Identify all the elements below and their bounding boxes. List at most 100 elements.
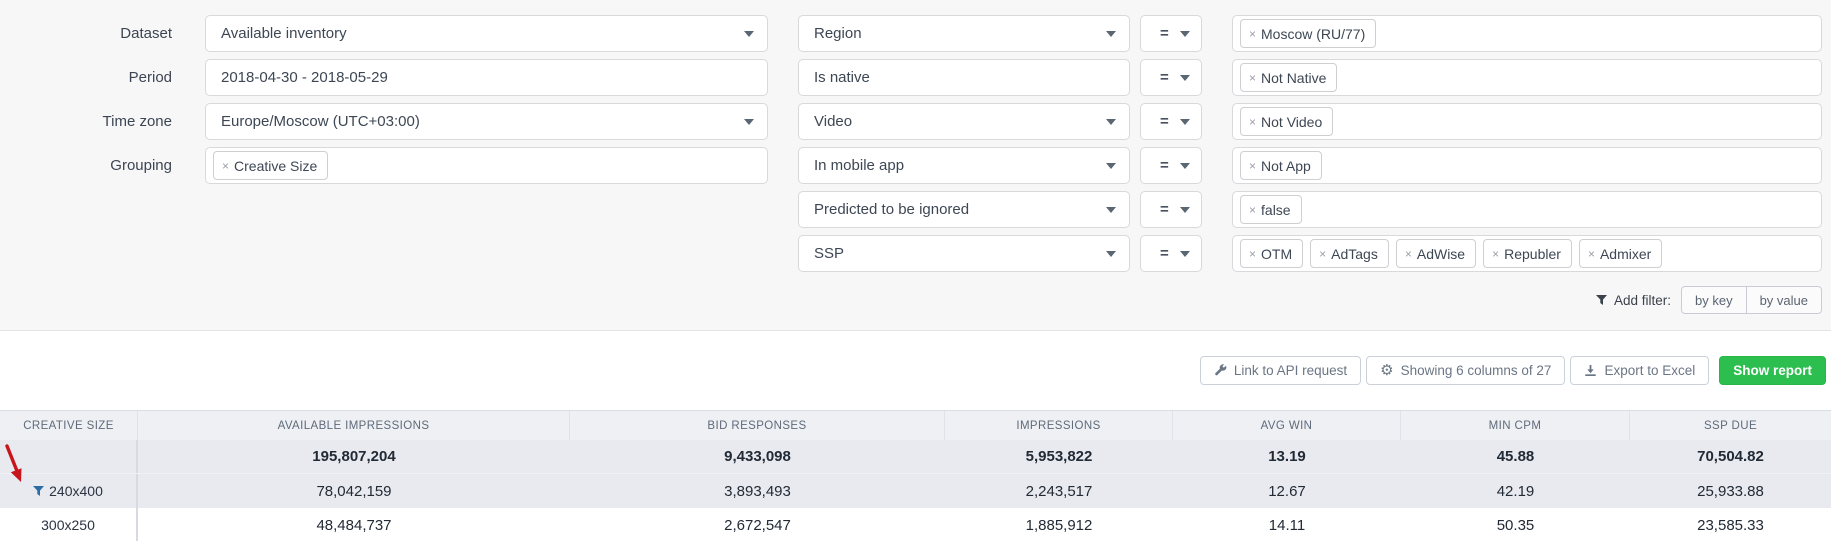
add-filter-by-value-button[interactable]: by value xyxy=(1745,286,1822,314)
filter-tag-adwise[interactable]: × AdWise xyxy=(1395,239,1477,268)
filter-values-field-is-native[interactable]: × Not Native xyxy=(1232,59,1822,96)
filter-operator-select-region[interactable]: = xyxy=(1140,15,1202,52)
table-cell: 50.35 xyxy=(1496,516,1535,534)
filter-tag-label: false xyxy=(1261,201,1291,218)
creative-size-cell xyxy=(0,440,138,473)
download-icon xyxy=(1584,364,1597,377)
remove-tag-icon[interactable]: × xyxy=(1249,246,1257,261)
remove-tag-icon[interactable]: × xyxy=(1249,202,1257,217)
export-to-excel-button[interactable]: Export to Excel xyxy=(1570,356,1710,385)
creative-size-label: 240x400 xyxy=(49,483,103,499)
filter-tag-admixer[interactable]: × Admixer xyxy=(1578,239,1663,268)
table-cell: 14.11 xyxy=(1268,516,1306,534)
column-header-impressions[interactable]: IMPRESSIONS xyxy=(945,410,1173,440)
chevron-down-icon xyxy=(744,30,754,37)
filter-operator-value: = xyxy=(1160,113,1169,130)
filter-values-field-in-mobile-app[interactable]: × Not App xyxy=(1232,147,1822,184)
filter-tag-label: Republer xyxy=(1504,245,1561,262)
filter-values-field-video[interactable]: × Not Video xyxy=(1232,103,1822,140)
filter-tag-otm[interactable]: × OTM xyxy=(1240,239,1304,268)
creative-size-label: 300x250 xyxy=(41,517,95,533)
time-zone-select[interactable]: Europe/Moscow (UTC+03:00) xyxy=(205,103,768,140)
filter-operator-select-in-mobile-app[interactable]: = xyxy=(1140,147,1202,184)
filter-tag-not-video[interactable]: × Not Video xyxy=(1240,107,1334,136)
filter-operator-select-is-native[interactable]: = xyxy=(1140,59,1202,96)
time-zone-label: Time zone xyxy=(102,113,172,130)
column-header-available-impressions[interactable]: AVAILABLE IMPRESSIONS xyxy=(138,410,570,440)
creative-size-cell: 300x250 xyxy=(0,508,138,541)
filter-key-select-region[interactable]: Region xyxy=(798,15,1130,52)
table-cell: 23,585.33 xyxy=(1697,516,1764,534)
dataset-select[interactable]: Available inventory xyxy=(205,15,768,52)
row-filter-icon[interactable] xyxy=(33,485,45,497)
filter-tag-label: Moscow (RU/77) xyxy=(1261,25,1366,42)
filter-operator-select-predicted-to-be-ignored[interactable]: = xyxy=(1140,191,1202,228)
remove-tag-icon[interactable]: × xyxy=(1249,158,1257,173)
table-cell: 45.88 xyxy=(1496,448,1535,465)
filter-values-field-region[interactable]: × Moscow (RU/77) xyxy=(1232,15,1822,52)
filter-key-select-video[interactable]: Video xyxy=(798,103,1130,140)
remove-tag-icon[interactable]: × xyxy=(1404,246,1412,261)
grouping-tags-field[interactable]: × Creative Size xyxy=(205,147,768,184)
filter-tag-label: Not Native xyxy=(1261,69,1327,86)
chevron-down-icon xyxy=(1180,74,1190,81)
table-cell: 3,893,493 xyxy=(724,482,791,500)
filter-key-select-predicted-to-be-ignored[interactable]: Predicted to be ignored xyxy=(798,191,1130,228)
export-to-excel-label: Export to Excel xyxy=(1604,363,1696,378)
filter-tag-adtags[interactable]: × AdTags xyxy=(1310,239,1389,268)
chevron-down-icon xyxy=(1106,162,1116,169)
dataset-value: Available inventory xyxy=(221,25,347,42)
period-input[interactable]: 2018-04-30 - 2018-05-29 xyxy=(205,59,768,96)
chevron-down-icon xyxy=(1180,118,1190,125)
filter-tag-moscow-ru-77[interactable]: × Moscow (RU/77) xyxy=(1240,19,1377,48)
table-header-row: CREATIVE SIZE AVAILABLE IMPRESSIONS BID RE… xyxy=(0,410,1831,440)
chevron-down-icon xyxy=(744,118,754,125)
filter-key-label-video: Video xyxy=(814,113,853,130)
filter-key-select-ssp[interactable]: SSP xyxy=(798,235,1130,272)
remove-tag-icon[interactable]: × xyxy=(222,158,230,173)
columns-settings-label: Showing 6 columns of 27 xyxy=(1400,363,1552,378)
creative-size-cell: 240x400 xyxy=(0,474,138,508)
chevron-down-icon xyxy=(1106,206,1116,213)
gear-icon: ⚙ xyxy=(1380,362,1394,379)
filter-values-field-ssp[interactable]: × OTM × AdTags × AdWise × Republer × Admixer xyxy=(1232,235,1822,272)
filter-tag-label: Not Video xyxy=(1261,113,1323,130)
filter-operator-select-video[interactable]: = xyxy=(1140,103,1202,140)
link-to-api-request-button[interactable]: Link to API request xyxy=(1199,356,1362,385)
column-header-min-cpm[interactable]: MIN CPM xyxy=(1401,410,1630,440)
filter-tag-label: Not App xyxy=(1261,157,1311,174)
filter-key-label-region: Region xyxy=(814,25,862,42)
filter-tag-creative-size[interactable]: × Creative Size xyxy=(213,151,329,180)
remove-tag-icon[interactable]: × xyxy=(1249,70,1257,85)
table-cell: 78,042,159 xyxy=(316,482,392,500)
remove-tag-icon[interactable]: × xyxy=(1319,246,1327,261)
columns-settings-button[interactable]: ⚙ Showing 6 columns of 27 xyxy=(1366,356,1566,385)
filter-tag-not-native[interactable]: × Not Native xyxy=(1240,63,1338,92)
filter-key-label-in-mobile-app: In mobile app xyxy=(814,157,905,174)
filter-funnel-icon xyxy=(1595,294,1607,306)
filter-values-field-predicted-to-be-ignored[interactable]: × false xyxy=(1232,191,1822,228)
column-header-avg-win[interactable]: AVG WIN xyxy=(1173,410,1401,440)
column-header-ssp-due[interactable]: SSP DUE xyxy=(1630,410,1831,440)
add-filter-by-key-button[interactable]: by key xyxy=(1681,286,1747,314)
filter-tag-republer[interactable]: × Republer xyxy=(1483,239,1572,268)
remove-tag-icon[interactable]: × xyxy=(1249,26,1257,41)
remove-tag-icon[interactable]: × xyxy=(1587,246,1595,261)
filter-key-label-is-native: Is native xyxy=(814,69,870,86)
filter-key-select-in-mobile-app[interactable]: In mobile app xyxy=(798,147,1130,184)
filter-key-select-is-native[interactable]: Is native xyxy=(798,59,1130,96)
table-cell: 2,243,517 xyxy=(1025,482,1093,500)
table-cell: 195,807,204 xyxy=(312,448,396,465)
remove-tag-icon[interactable]: × xyxy=(1492,246,1500,261)
table-cell: 25,933.88 xyxy=(1697,482,1764,500)
filter-operator-select-ssp[interactable]: = xyxy=(1140,235,1202,272)
filter-tag-not-app[interactable]: × Not App xyxy=(1240,151,1322,180)
chevron-down-icon xyxy=(1106,30,1116,37)
column-header-bid-responses[interactable]: BID RESPONSES xyxy=(570,410,945,440)
chevron-down-icon xyxy=(1106,118,1116,125)
remove-tag-icon[interactable]: × xyxy=(1249,114,1257,129)
filter-tag-false[interactable]: × false xyxy=(1240,195,1302,224)
column-header-creative-size[interactable]: CREATIVE SIZE xyxy=(0,410,138,440)
show-report-button[interactable]: Show report xyxy=(1719,356,1826,385)
